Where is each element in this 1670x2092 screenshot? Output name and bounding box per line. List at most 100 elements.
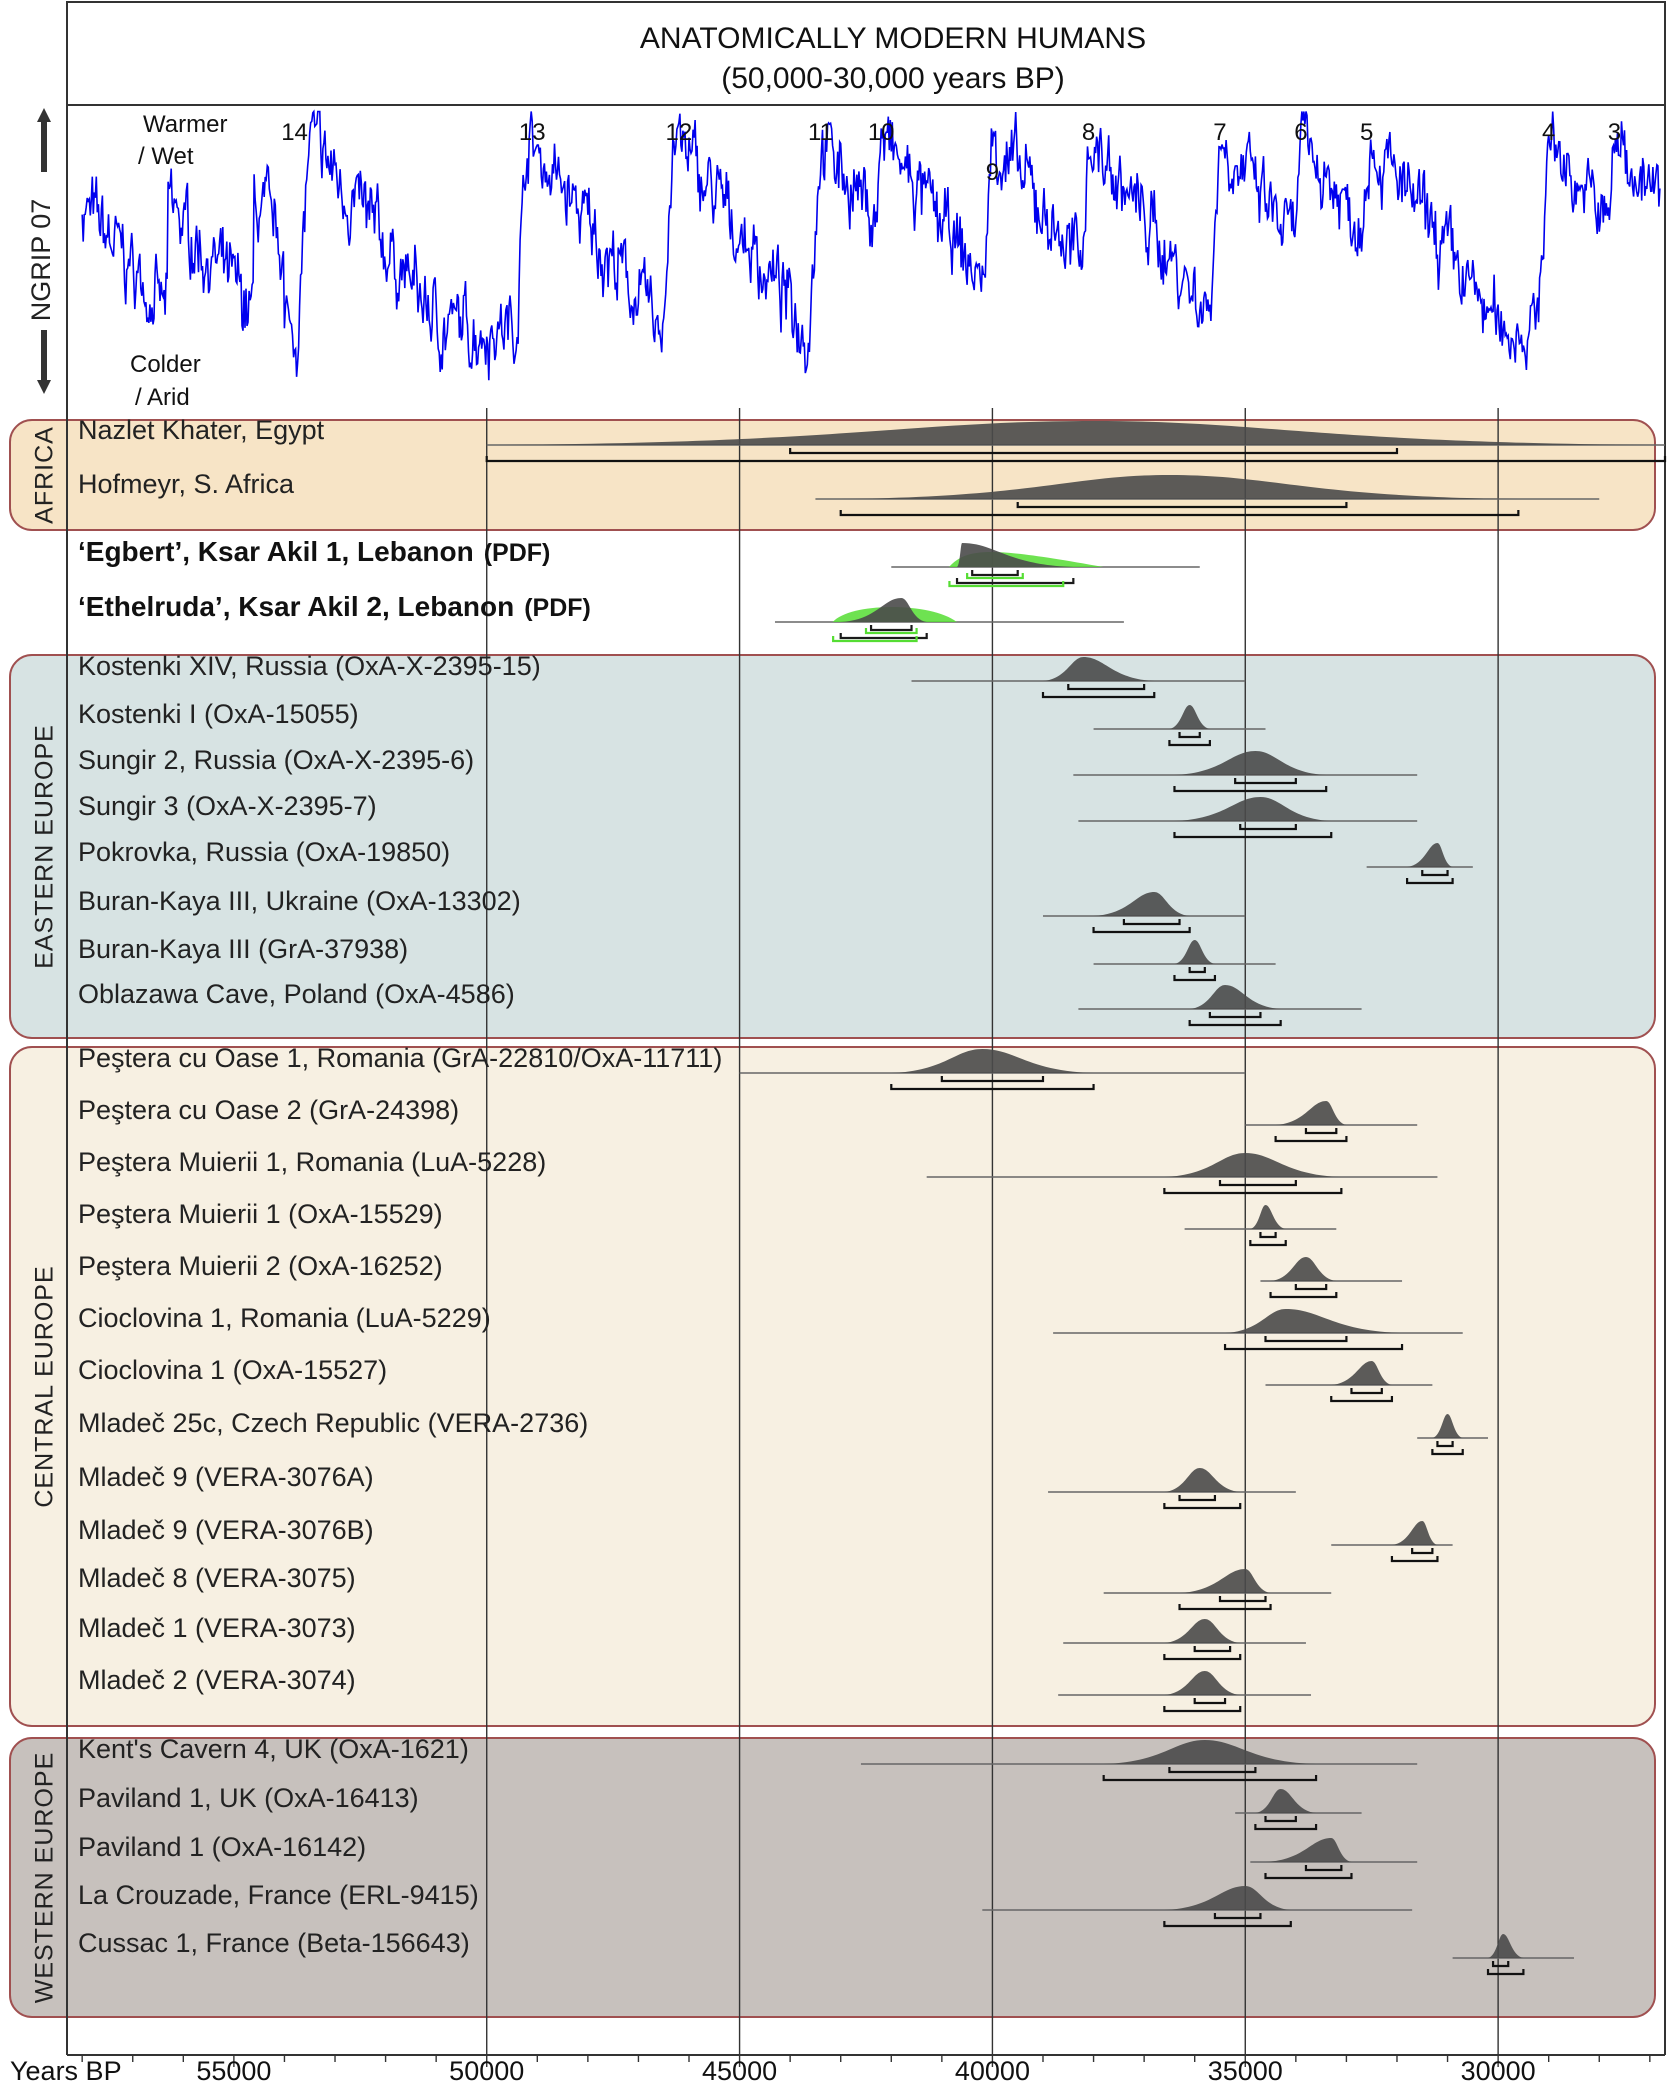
interstadial-label: 14 (281, 119, 308, 146)
sample-row: Peştera cu Oase 1, Romania (GrA-22810/Ox… (78, 1043, 1246, 1091)
sample-sigma1-bracket (1067, 684, 1146, 691)
sample-row: Mladeč 1 (VERA-3073) (78, 1613, 1306, 1661)
sample-pdf-sigma1-bracket (966, 573, 1024, 580)
sample-label: Mladeč 9 (VERA-3076B) (78, 1515, 374, 1545)
sample-density (1225, 1309, 1403, 1333)
sample-label: Mladeč 9 (VERA-3076A) (78, 1462, 374, 1492)
sample-sigma1-bracket (789, 448, 1399, 455)
sample-sigma2-bracket (1330, 1396, 1394, 1403)
sample-sigma1-bracket (1264, 1336, 1348, 1343)
sample-sigma2-bracket (1173, 832, 1333, 839)
title-box (66, 1, 1666, 106)
warm-arrow (37, 108, 51, 172)
sample-sigma1-bracket (1122, 919, 1181, 926)
sample-label: Peştera Muierii 1 (OxA-15529) (78, 1199, 443, 1229)
sample-label: Peştera Muierii 2 (OxA-16252) (78, 1251, 443, 1281)
sample-sigma2-bracket (485, 456, 1667, 463)
sample-density (1174, 751, 1327, 775)
sample-density (1042, 657, 1155, 681)
sample-density (1432, 1414, 1463, 1438)
sample-row: Mladeč 9 (VERA-3076B) (78, 1515, 1453, 1563)
sample-row: Cioclovina 1, Romania (LuA-5229) (78, 1303, 1463, 1351)
sample-density (1265, 1838, 1352, 1862)
sample-sigma2-bracket (1173, 786, 1328, 793)
sample-sigma2-bracket (1163, 1706, 1242, 1713)
sample-sigma2-bracket (1178, 1604, 1272, 1611)
sample-sigma2-bracket (1163, 1654, 1242, 1661)
sample-sigma2-bracket (1405, 878, 1454, 885)
sample-label: ‘Ethelruda’, Ksar Akil 2, Lebanon (PDF) (78, 591, 591, 622)
sample-sigma2-bracket (1163, 1503, 1242, 1510)
sample-label: Kent's Cavern 4, UK (OxA-1621) (78, 1734, 469, 1764)
sample-row: Kent's Cavern 4, UK (OxA-1621) (78, 1734, 1418, 1782)
sample-sigma1-bracket (1168, 1767, 1257, 1774)
region-label: CENTRAL EUROPE (31, 1265, 59, 1507)
x-tick-label: 50000 (449, 2056, 524, 2086)
sample-label: Sungir 3 (OxA-X-2395-7) (78, 791, 377, 821)
sample-label: Kostenki XIV, Russia (OxA-X-2395-15) (78, 651, 541, 681)
sample-row: Peştera Muierii 1 (OxA-15529) (78, 1199, 1337, 1247)
sample-sigma2-bracket (1102, 1775, 1318, 1782)
sample-density (1174, 940, 1215, 964)
sample-density (1270, 1257, 1337, 1281)
sample-density (1169, 705, 1210, 729)
region-label: AFRICA (31, 426, 59, 524)
sample-density (1164, 1468, 1241, 1492)
sample-row: Buran-Kaya III, Ukraine (OxA-13302) (78, 886, 1246, 934)
sample-pdf-sigma2-bracket (948, 581, 1065, 588)
sample-label-suffix: (PDF) (484, 539, 551, 567)
samples: Nazlet Khater, Egypt Hofmeyr, S. Africa ‘E… (78, 415, 1667, 1976)
sample-row: Kostenki XIV, Russia (OxA-X-2395-15) (78, 651, 1246, 699)
sample-density (1250, 1205, 1286, 1229)
sample-row: Buran-Kaya III (GrA-37938) (78, 934, 1276, 982)
sample-density (1275, 1101, 1347, 1125)
sample-label: ‘Egbert’, Ksar Akil 1, Lebanon (PDF) (78, 536, 550, 567)
warm-label-line1: Warmer (143, 111, 227, 138)
sample-density (840, 598, 927, 622)
sample-label: Nazlet Khater, Egypt (78, 415, 325, 445)
x-tick-label: 55000 (196, 2056, 271, 2086)
cold-arrow (37, 330, 51, 394)
sample-sigma2-bracket (1486, 1969, 1525, 1976)
sample-label: Mladeč 8 (VERA-3075) (78, 1563, 356, 1593)
sample-sigma1-bracket (1264, 1816, 1297, 1823)
sample-row: Peştera Muierii 2 (OxA-16252) (78, 1251, 1403, 1299)
sample-label: Hofmeyr, S. Africa (78, 469, 295, 499)
interstadial-label: 7 (1213, 119, 1226, 146)
sample-sigma2-bracket (1092, 927, 1191, 934)
sample-density (1179, 1569, 1271, 1593)
sample-sigma2-bracket (1274, 1136, 1348, 1143)
x-tick-label: 45000 (702, 2056, 777, 2086)
sample-label: Mladeč 2 (VERA-3074) (78, 1665, 356, 1695)
region-band-eastern-europe (9, 654, 1656, 1039)
sample-row: Kostenki I (OxA-15055) (78, 699, 1266, 747)
interstadial-label: 10 (868, 119, 895, 146)
sample-label: Mladeč 25c, Czech Republic (VERA-2736) (78, 1408, 588, 1438)
sample-label: Pokrovka, Russia (OxA-19850) (78, 837, 450, 867)
region-label: WESTERN EUROPE (31, 1752, 59, 2004)
sample-sigma1-bracket (971, 570, 1019, 577)
sample-sigma1-bracket (1259, 1232, 1277, 1239)
sample-row: Oblazawa Cave, Poland (OxA-4586) (78, 979, 1362, 1027)
interstadial-label: 4 (1542, 119, 1555, 146)
sample-sigma1-bracket (1188, 967, 1206, 974)
interstadial-label: 3 (1608, 119, 1621, 146)
sample-row: Mladeč 9 (VERA-3076A) (78, 1462, 1296, 1510)
sample-sigma1-bracket (1304, 1865, 1343, 1872)
sample-sigma1-bracket (1411, 1548, 1434, 1555)
sample-density (891, 1049, 1094, 1073)
sample-sigma2-bracket (1249, 1240, 1287, 1247)
sample-density (1164, 1671, 1241, 1695)
sample-sigma2-bracket (1163, 1188, 1343, 1195)
region-bands: AFRICA EASTERN EUROPE CENTRAL EUROPE WESTER… (9, 419, 1656, 2018)
sample-sigma1-bracket (1234, 778, 1297, 785)
sample-row: Mladeč 8 (VERA-3075) (78, 1563, 1332, 1611)
cold-label-line1: Colder (130, 351, 201, 378)
interstadial-label: 9 (986, 159, 999, 186)
sample-sigma1-bracket (1213, 1913, 1262, 1920)
sample-sigma2-bracket (839, 510, 1520, 517)
sample-label: Peştera Muierii 1, Romania (LuA-5228) (78, 1147, 546, 1177)
x-axis: 55000 50000 45000 40000 35000 30000 (81, 2055, 1651, 2086)
sample-density (1407, 843, 1453, 867)
